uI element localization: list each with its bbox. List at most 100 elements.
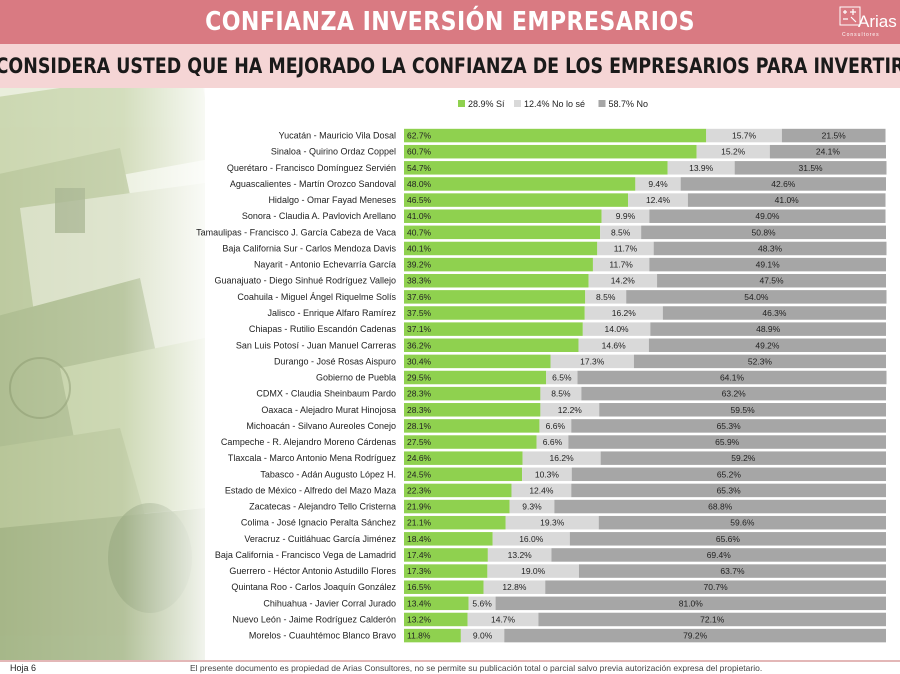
data-label: 17.3%	[580, 356, 605, 366]
bar-segment	[598, 515, 886, 530]
bar-segment	[404, 209, 602, 223]
data-label: 65.3%	[717, 485, 742, 495]
footer-divider	[0, 660, 900, 662]
bar-segment	[404, 628, 461, 643]
bar-segment	[582, 322, 651, 336]
bar-segment	[404, 419, 540, 433]
data-label: 24.1%	[816, 147, 841, 157]
data-label: 24.6%	[407, 453, 432, 463]
bar-segment	[600, 451, 886, 465]
data-label: 16.2%	[612, 308, 637, 318]
bar-segment	[584, 306, 663, 320]
bar-segment	[568, 435, 886, 449]
category-label: Chiapas - Rutilio Escandón Cadenas	[249, 324, 397, 334]
bar-segment	[404, 386, 541, 401]
bar-segment	[404, 177, 636, 191]
bar-segment	[404, 241, 598, 256]
bar-segment	[404, 596, 469, 611]
data-label: 8.5%	[611, 227, 631, 237]
legend-swatch	[514, 100, 521, 107]
legend-swatch	[598, 100, 606, 107]
bar-segment	[540, 403, 600, 417]
bar-segment	[404, 225, 601, 240]
logo-mark-icon	[839, 6, 861, 26]
category-label: Chihuahua - Javier Corral Jurado	[263, 598, 396, 608]
bar-segment	[545, 580, 886, 594]
data-label: 13.2%	[508, 550, 533, 560]
category-label: Yucatán - Mauricio Vila Dosal	[279, 131, 396, 141]
footer-disclaimer: El presente documento es propiedad de Ar…	[190, 663, 763, 673]
data-label: 29.5%	[407, 373, 432, 383]
data-label: 39.2%	[407, 260, 432, 270]
category-label: Gobierno de Puebla	[316, 373, 396, 383]
data-label: 9.4%	[648, 179, 668, 189]
data-label: 13.4%	[407, 598, 432, 608]
chart-legend: 28.9% Sí 12.4% No lo sé 58.7% No	[458, 99, 648, 109]
page-title: CONFIANZA INVERSIÓN EMPRESARIOS	[205, 7, 695, 37]
bar-segment	[460, 628, 505, 643]
bar-segment	[467, 612, 539, 627]
bar-segment	[554, 499, 886, 514]
data-label: 50.8%	[752, 227, 777, 237]
category-label: Hidalgo - Omar Fayad Meneses	[268, 195, 396, 205]
data-label: 31.5%	[799, 163, 824, 173]
bar-segment	[511, 483, 572, 498]
category-label: Morelos - Cuauhtémoc Blanco Bravo	[249, 631, 396, 641]
category-label: Nuevo León - Jaime Rodríguez Calderón	[232, 614, 396, 624]
data-label: 14.6%	[602, 340, 627, 350]
category-label: Campeche - R. Alejandro Moreno Cárdenas	[221, 437, 397, 447]
data-label: 9.3%	[522, 502, 542, 512]
bar-segment	[769, 144, 886, 159]
data-label: 27.5%	[407, 437, 432, 447]
data-label: 12.4%	[529, 485, 554, 495]
data-label: 12.4%	[646, 195, 671, 205]
bar-segment	[592, 257, 650, 272]
bar-segment	[577, 370, 887, 385]
data-label: 40.7%	[407, 227, 432, 237]
category-label: Tamaulipas - Francisco J. García Cabeza …	[196, 227, 396, 237]
data-label: 12.8%	[502, 582, 527, 592]
bar-segment	[578, 564, 886, 578]
bar-segment	[404, 403, 541, 417]
bar-segment	[588, 273, 658, 288]
bar-segment	[581, 386, 886, 401]
legend-label: 28.9% Sí	[468, 99, 505, 109]
data-label: 60.7%	[407, 147, 432, 157]
bar-segment	[505, 515, 599, 530]
company-logo: Arias Consultores	[836, 4, 897, 42]
data-label: 17.4%	[407, 550, 432, 560]
data-label: 49.1%	[756, 260, 781, 270]
legend-swatch	[458, 100, 465, 107]
data-label: 72.1%	[700, 614, 725, 624]
data-label: 41.0%	[775, 195, 800, 205]
bar-segment	[539, 419, 572, 433]
bar-segment	[781, 128, 886, 143]
data-label: 46.5%	[407, 195, 432, 205]
bar-segment	[657, 273, 886, 288]
category-label: Estado de México - Alfredo del Mazo Maza	[225, 485, 396, 495]
stacked-bar-chart: 28.9% Sí 12.4% No lo sé 58.7% No Yucatán - …	[196, 88, 900, 660]
bar-segment	[601, 209, 650, 223]
page-number: Hoja 6	[10, 663, 37, 673]
category-label: Aguascalientes - Martín Orozco Sandoval	[230, 179, 396, 189]
bar-segment	[522, 467, 572, 482]
data-label: 28.3%	[407, 405, 432, 415]
bar-segment	[404, 580, 484, 594]
bar-segment	[404, 564, 488, 578]
data-label: 16.5%	[407, 582, 432, 592]
bar-segment	[522, 451, 601, 465]
data-label: 49.0%	[755, 211, 780, 221]
data-label: 12.2%	[558, 405, 583, 415]
bar-segment	[680, 177, 886, 191]
data-label: 62.7%	[407, 131, 432, 141]
bar-segment	[504, 628, 886, 643]
bar-segment	[540, 386, 582, 401]
data-label: 11.7%	[609, 260, 633, 270]
bar-segment	[667, 161, 735, 175]
data-label: 6.6%	[546, 421, 566, 431]
data-label: 65.2%	[717, 469, 742, 479]
bar-segment	[546, 370, 578, 385]
bar-segment	[626, 290, 887, 304]
data-label: 40.1%	[407, 243, 432, 253]
bar-segment	[404, 370, 547, 385]
